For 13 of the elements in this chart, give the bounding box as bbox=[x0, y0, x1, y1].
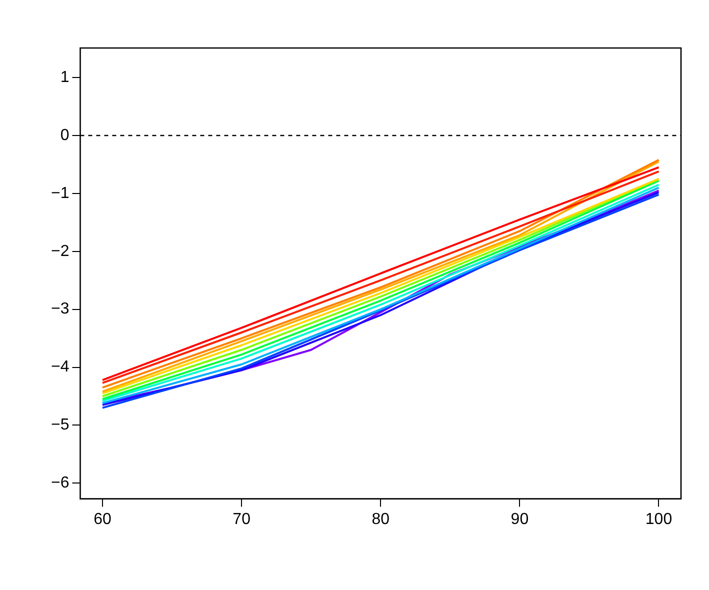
x-tick-label: 80 bbox=[372, 510, 390, 528]
y-tick-label: 1 bbox=[60, 68, 70, 86]
y-tick-label: −3 bbox=[50, 300, 70, 318]
y-tick-label: −1 bbox=[50, 184, 70, 202]
y-tick-label: −6 bbox=[50, 474, 70, 492]
x-tick-label: 70 bbox=[232, 510, 251, 528]
y-tick-label: −4 bbox=[50, 358, 70, 376]
x-tick-label: 60 bbox=[94, 510, 112, 528]
y-tick-label: 0 bbox=[60, 126, 70, 144]
x-tick-label: 90 bbox=[510, 510, 529, 528]
x-tick-label: 100 bbox=[645, 510, 672, 528]
y-tick-label: −5 bbox=[50, 416, 70, 434]
y-tick-label: −2 bbox=[50, 242, 70, 260]
